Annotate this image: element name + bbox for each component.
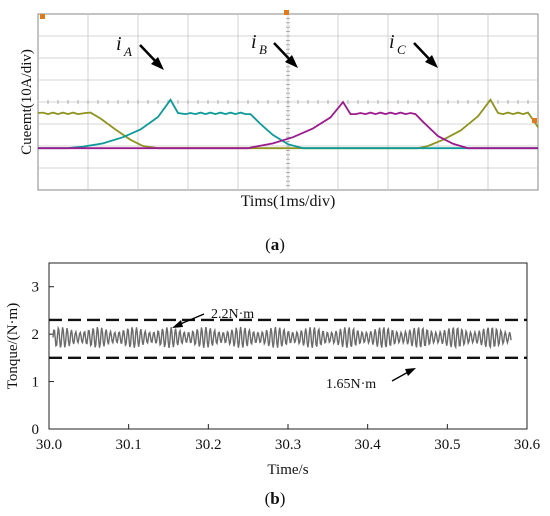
annotation-iB-arrowhead	[285, 55, 298, 68]
panel-b-caption-close: )	[280, 489, 286, 508]
x-tick-label: 30.4	[355, 437, 382, 453]
annotation-iC: i C	[389, 31, 438, 68]
annotation-iA: i A	[116, 33, 164, 70]
panel-b-caption-letter: b	[270, 489, 279, 508]
annotation-iA-main: i	[116, 33, 122, 55]
panel-b-caption: (b)	[265, 489, 286, 508]
annotation-iB-sub: B	[259, 42, 267, 57]
y-tick-label: 1	[32, 375, 40, 391]
panel-a-series	[37, 98, 539, 150]
panel-a-caption-close: )	[279, 235, 285, 254]
x-tick-label: 30.0	[36, 437, 62, 453]
panel-a-caption: (a)	[265, 235, 285, 254]
x-tick-label: 30.3	[275, 437, 301, 453]
lower-limit-label: 1.65N·m	[326, 377, 376, 392]
current-series-iA	[38, 98, 538, 150]
scope-marker-top	[284, 10, 289, 15]
annotation-iA-arrowhead	[151, 57, 164, 70]
scope-marker-left	[40, 14, 45, 19]
panel-b-caption-open: (	[265, 489, 271, 508]
panel-a: i A i B i C Cueemt(10A/div) Tims(1ms/div…	[19, 10, 539, 254]
upper-limit-label: 2.2N·m	[211, 307, 254, 322]
scope-marker-right	[532, 118, 537, 123]
x-tick-label: 30.2	[195, 437, 221, 453]
annotation-iC-arrowhead	[425, 55, 438, 68]
torque-series-line	[52, 325, 512, 350]
y-tick-label: 2	[32, 327, 40, 343]
x-tick-label: 30.6	[514, 437, 541, 453]
panel-a-caption-open: (	[265, 235, 271, 254]
upper-limit-arrowhead	[172, 320, 183, 328]
upper-limit-arrow	[177, 313, 205, 326]
annotation-iC-main: i	[389, 31, 395, 53]
panel-a-xlabel: Tims(1ms/div)	[241, 193, 336, 210]
current-series-iB	[38, 100, 538, 150]
panel-a-grid	[37, 13, 539, 191]
annotation-iB: i B	[251, 31, 298, 68]
x-tick-label: 30.5	[434, 437, 460, 453]
panel-b-xlabel: Time/s	[267, 462, 308, 478]
panel-a-caption-letter: a	[271, 235, 280, 254]
lower-limit-arrowhead	[405, 368, 416, 376]
panel-a-ylabel: Cueemt(10A/div)	[19, 49, 35, 155]
panel-b-plot-area	[48, 262, 528, 430]
panel-b-ticks: 30.0 30.1 30.2 30.3 30.4 30.5 30.6 0 1 2 3	[32, 280, 541, 453]
annotation-iA-sub: A	[123, 44, 132, 59]
panel-b-ylabel: Tonque/(N·m)	[5, 303, 21, 389]
y-tick-label: 0	[32, 422, 40, 438]
x-tick-label: 30.1	[116, 437, 142, 453]
y-tick-label: 3	[32, 280, 40, 296]
annotation-iC-sub: C	[397, 42, 406, 57]
annotation-iB-main: i	[251, 31, 257, 53]
